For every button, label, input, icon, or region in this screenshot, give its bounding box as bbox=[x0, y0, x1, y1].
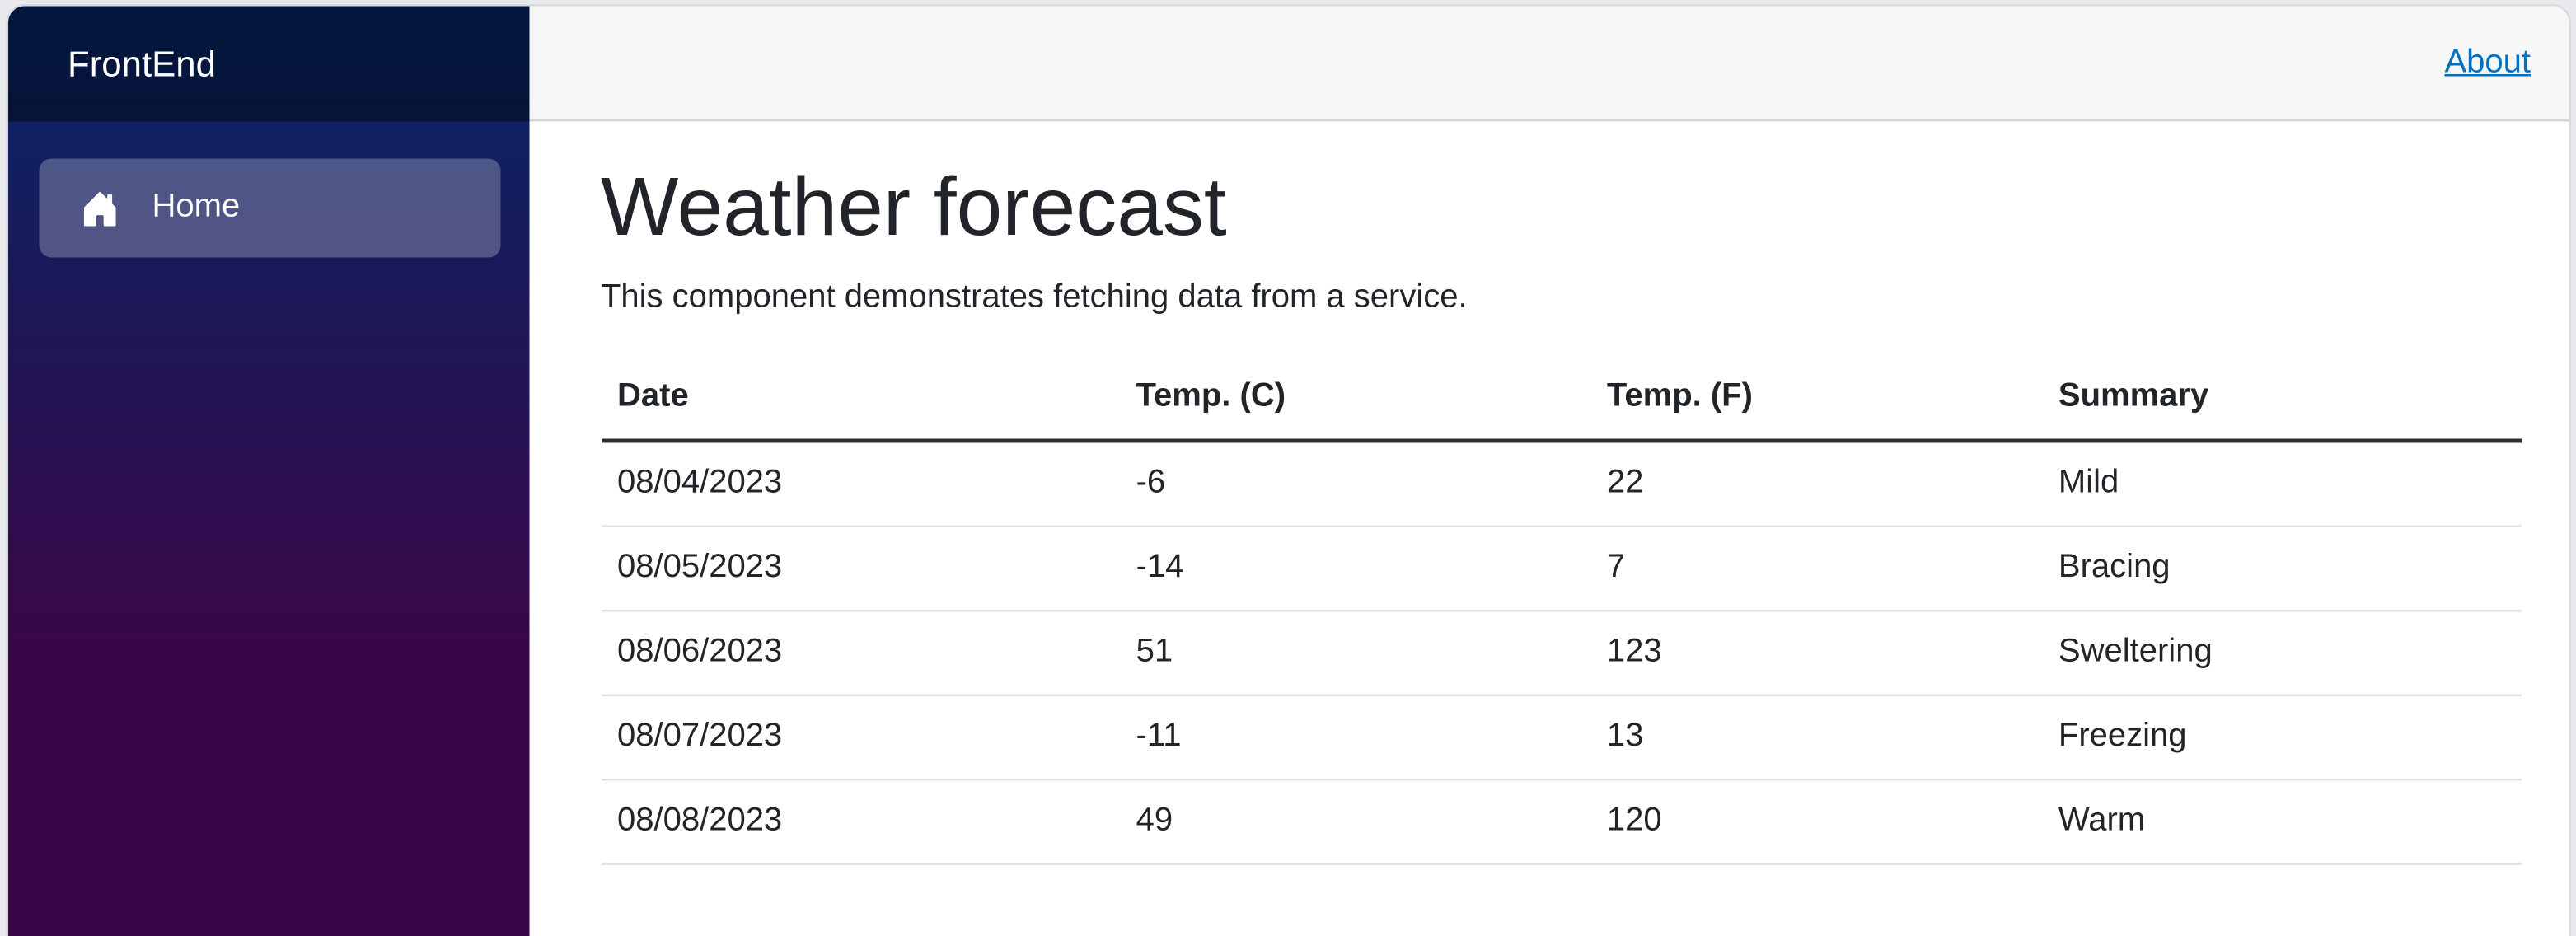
table-cell: 08/08/2023 bbox=[600, 779, 1120, 865]
table-cell: -14 bbox=[1119, 526, 1590, 612]
table-cell: 22 bbox=[1590, 441, 2042, 527]
column-header: Temp. (F) bbox=[1590, 356, 2042, 443]
table-row: 08/04/2023 -6 22 Mild bbox=[600, 441, 2522, 527]
table-cell: Freezing bbox=[2041, 695, 2522, 781]
table-cell: Sweltering bbox=[2041, 611, 2522, 696]
table-cell: Mild bbox=[2041, 441, 2522, 527]
page-subtitle: This component demonstrates fetching dat… bbox=[600, 280, 1468, 316]
table-cell: 08/06/2023 bbox=[600, 611, 1120, 696]
table-cell: -11 bbox=[1119, 695, 1590, 781]
top-bar: About bbox=[528, 6, 2570, 122]
table-row: 08/06/2023 51 123 Sweltering bbox=[600, 611, 2522, 696]
sidebar: FrontEnd Home bbox=[7, 6, 529, 936]
sidebar-item-home[interactable]: Home bbox=[38, 158, 500, 258]
table-cell: Bracing bbox=[2041, 526, 2522, 612]
table-row: 08/05/2023 -14 7 Bracing bbox=[600, 526, 2522, 612]
main-area: About Weather forecast This component de… bbox=[528, 6, 2570, 936]
app-brand-link[interactable]: FrontEnd bbox=[67, 42, 216, 84]
column-header: Temp. (C) bbox=[1119, 356, 1590, 443]
brand-bar: FrontEnd bbox=[7, 6, 529, 122]
column-header: Summary bbox=[2041, 356, 2522, 443]
page-title: Weather forecast bbox=[600, 162, 1227, 254]
table-cell: -6 bbox=[1119, 441, 1590, 527]
table-cell: 120 bbox=[1590, 779, 2042, 865]
table-cell: 49 bbox=[1119, 779, 1590, 865]
house-icon bbox=[80, 189, 119, 228]
table-row: 08/07/2023 -11 13 Freezing bbox=[600, 695, 2522, 781]
table-cell: 08/07/2023 bbox=[600, 695, 1120, 781]
column-header: Date bbox=[600, 356, 1120, 443]
sidebar-nav: Home bbox=[7, 122, 528, 258]
table-cell: 08/05/2023 bbox=[600, 526, 1120, 612]
app-window: FrontEnd Home About Weather forecast bbox=[5, 4, 2572, 936]
forecast-table: Date Temp. (C) Temp. (F) Summary 08/04/2023… bbox=[600, 356, 2522, 865]
table-cell: 123 bbox=[1590, 611, 2042, 696]
table-cell: 51 bbox=[1119, 611, 1590, 696]
table-header-row: Date Temp. (C) Temp. (F) Summary bbox=[600, 356, 2522, 443]
table-cell: 7 bbox=[1590, 526, 2042, 612]
sidebar-item-label: Home bbox=[152, 190, 241, 225]
table-body: 08/04/2023 -6 22 Mild 08/05/2023 -14 7 Bracing 0… bbox=[600, 441, 2522, 865]
about-link[interactable]: About bbox=[2444, 44, 2531, 80]
table-row: 08/08/2023 49 120 Warm bbox=[600, 779, 2522, 865]
table-cell: 13 bbox=[1590, 695, 2042, 781]
page-content: Weather forecast This component demonstr… bbox=[528, 122, 2569, 865]
table-cell: Warm bbox=[2041, 779, 2522, 865]
table-cell: 08/04/2023 bbox=[600, 441, 1120, 527]
